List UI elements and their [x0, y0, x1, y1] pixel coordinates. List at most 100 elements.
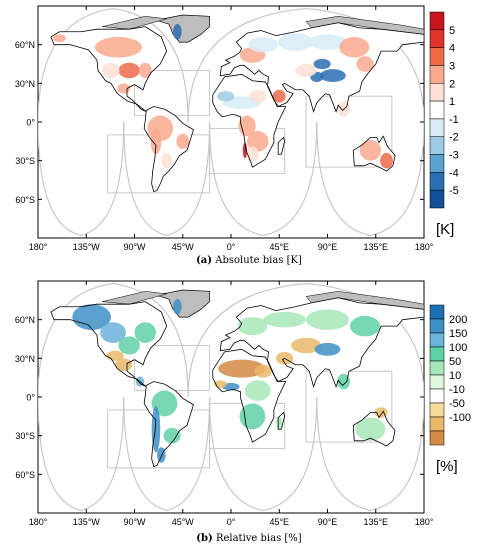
bias-patch-0 — [94, 36, 143, 58]
bias-patch-14 — [313, 58, 331, 70]
projection-lobe-south-0 — [38, 121, 125, 237]
bias-patch-1 — [100, 322, 126, 343]
colorbar-swatch-9 — [429, 430, 445, 446]
lon-label-3: 45°W — [172, 242, 195, 252]
bias-patch-17 — [356, 56, 374, 72]
lon-label-7: 135°E — [363, 517, 388, 527]
caption-a-label: (a) — [196, 255, 213, 266]
lat-label-1: 30°N — [15, 79, 35, 89]
lon-label-2: 90°W — [123, 242, 146, 252]
projection-lobe-south-2 — [208, 121, 318, 237]
lon-label-5: 45°E — [269, 242, 289, 252]
bias-patch-22 — [272, 89, 286, 103]
lon-label-1: 135°W — [73, 517, 101, 527]
arctic-islands-ice — [102, 291, 167, 305]
bias-patch-29 — [173, 24, 182, 40]
colorbar-label-4: 1 — [449, 96, 455, 108]
lat-label-3: 30°S — [15, 431, 35, 441]
projection-lobe-north-1 — [187, 7, 424, 123]
colorbar-swatch-2 — [429, 47, 445, 66]
bias-patch-4 — [117, 83, 131, 94]
bias-patch-13 — [350, 315, 381, 337]
bias-patch-10 — [248, 36, 279, 53]
bias-patch-2 — [118, 336, 140, 355]
bias-patch-24 — [247, 131, 269, 152]
map-layer — [38, 282, 424, 512]
projection-lobe-north-0 — [38, 282, 189, 398]
bias-patch-2 — [102, 62, 120, 79]
projection-lobe-south-1 — [123, 396, 211, 512]
bias-patch-18 — [254, 364, 272, 378]
coastline-australia — [352, 410, 396, 447]
map-absolute-bias: 60°N 30°N 0° 30°S 60°S 180° 135°W 90°W 45°W 0° 45°… — [15, 5, 459, 252]
bias-patch-13 — [339, 36, 370, 58]
coastline-eurasia — [219, 297, 424, 389]
lon-label-0: 180° — [29, 242, 48, 252]
caption-a: (a) Absolute bias [K] — [0, 255, 498, 266]
lat-label-4: 60°S — [15, 195, 35, 205]
colorbar-label-1: 150 — [449, 328, 467, 340]
colorbar-swatch-8 — [429, 154, 445, 173]
bias-patch-3 — [138, 62, 152, 79]
bias-patch-17 — [218, 359, 266, 378]
projection-lobe-north-0 — [38, 7, 189, 123]
bias-patch-8 — [176, 133, 190, 150]
bias-patch-21 — [222, 382, 240, 391]
lat-label-2: 0° — [26, 393, 35, 403]
bias-patch-15 — [314, 342, 341, 356]
colorbar-label-3: 50 — [449, 356, 461, 368]
bias-patch-20 — [217, 91, 235, 102]
lon-label-8: 180° — [415, 517, 434, 527]
coastline-south-america — [143, 381, 194, 468]
colorbar-label-1: 4 — [449, 43, 455, 55]
bias-patch-21 — [249, 89, 267, 103]
colorbar-swatch-4 — [429, 83, 445, 102]
projection-lobe-north-1 — [187, 282, 424, 398]
bias-patch-0 — [72, 304, 111, 330]
bias-patch-27 — [276, 416, 283, 430]
lon-label-8: 180° — [415, 242, 434, 252]
arctic-islands-ice — [102, 16, 167, 30]
colorbar-label-6: -2 — [449, 132, 459, 144]
colorbar-swatch-10 — [429, 189, 445, 209]
coastline-north-america — [50, 301, 168, 388]
bias-patch-26 — [173, 299, 182, 315]
lat-label-1: 30°N — [15, 354, 35, 364]
lat-label-0: 60°N — [15, 315, 35, 325]
bias-patch-11 — [278, 33, 313, 52]
caption-b-label: (b) — [196, 533, 213, 544]
colorbar-swatch-5 — [429, 100, 445, 120]
bias-patch-31 — [53, 34, 66, 43]
bias-patch-15 — [319, 69, 346, 83]
colorbar-label-7: -3 — [449, 150, 459, 162]
bias-patch-27 — [359, 140, 382, 161]
colorbar-label-4: 10 — [449, 370, 461, 382]
lon-label-1: 135°W — [73, 242, 101, 252]
colorbar-label-5: -10 — [449, 384, 465, 396]
colorbar-label-9: -5 — [449, 185, 459, 197]
colorbar-swatch-3 — [429, 346, 445, 362]
colorbar-swatch-6 — [429, 388, 445, 404]
coastline-north-america — [50, 26, 168, 113]
coastline-eurasia — [219, 22, 424, 114]
bias-patch-9 — [157, 447, 166, 463]
projection-lobe-south-3 — [316, 121, 424, 237]
bias-patch-1 — [118, 62, 140, 79]
colorbar-swatch-6 — [429, 118, 445, 137]
land-north-america — [50, 301, 167, 387]
lon-label-4: 0° — [227, 242, 236, 252]
colorbar-swatch-2 — [429, 332, 445, 348]
colorbar-swatch-4 — [429, 360, 445, 376]
colorbar-swatch-7 — [429, 402, 445, 418]
colorbar-swatch-0 — [429, 304, 445, 320]
coastline-africa — [212, 348, 287, 443]
lat-label-4: 60°S — [15, 470, 35, 480]
panel-absolute-bias: 60°N 30°N 0° 30°S 60°S 180° 135°W 90°W 45°W 0° 45°… — [0, 0, 498, 275]
bias-patch-23 — [355, 417, 386, 441]
lon-label-2: 90°W — [123, 517, 146, 527]
colorbar-swatch-7 — [429, 136, 445, 155]
coastline-africa — [212, 73, 287, 168]
colorbar-label-6: -50 — [449, 398, 465, 410]
colorbar-label-2: 3 — [449, 60, 455, 72]
bias-patch-26 — [242, 142, 248, 159]
